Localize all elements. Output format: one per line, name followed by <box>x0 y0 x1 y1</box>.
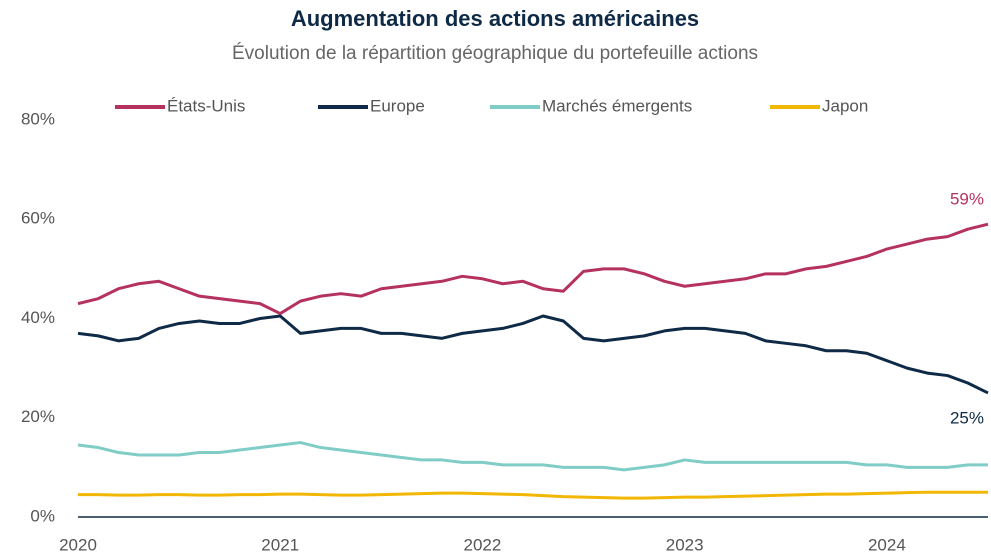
y-tick-label: 80% <box>21 109 55 128</box>
legend-label: Marchés émergents <box>542 96 692 115</box>
series-line <box>78 490 988 500</box>
y-tick-label: 40% <box>21 308 55 327</box>
x-tick-label: 2021 <box>261 535 299 554</box>
series-line <box>77 314 989 395</box>
x-tick-label: 2022 <box>464 535 502 554</box>
x-tick-label: 2020 <box>59 535 97 554</box>
y-tick-label: 60% <box>21 209 55 228</box>
chart-title: Augmentation des actions américaines <box>291 6 699 31</box>
x-tick-label: 2024 <box>868 535 906 554</box>
chart-subtitle: Évolution de la répartition géographique… <box>232 43 758 64</box>
legend-label: Japon <box>822 96 868 115</box>
series-line <box>77 441 988 472</box>
legend-label: Europe <box>370 96 425 115</box>
data-label: 25% <box>950 408 984 427</box>
y-tick-label: 0% <box>30 506 55 525</box>
legend-label: États-Unis <box>167 96 245 115</box>
x-tick-label: 2023 <box>666 535 704 554</box>
series-line <box>77 222 989 316</box>
y-tick-label: 20% <box>21 407 55 426</box>
data-label: 59% <box>950 190 984 209</box>
